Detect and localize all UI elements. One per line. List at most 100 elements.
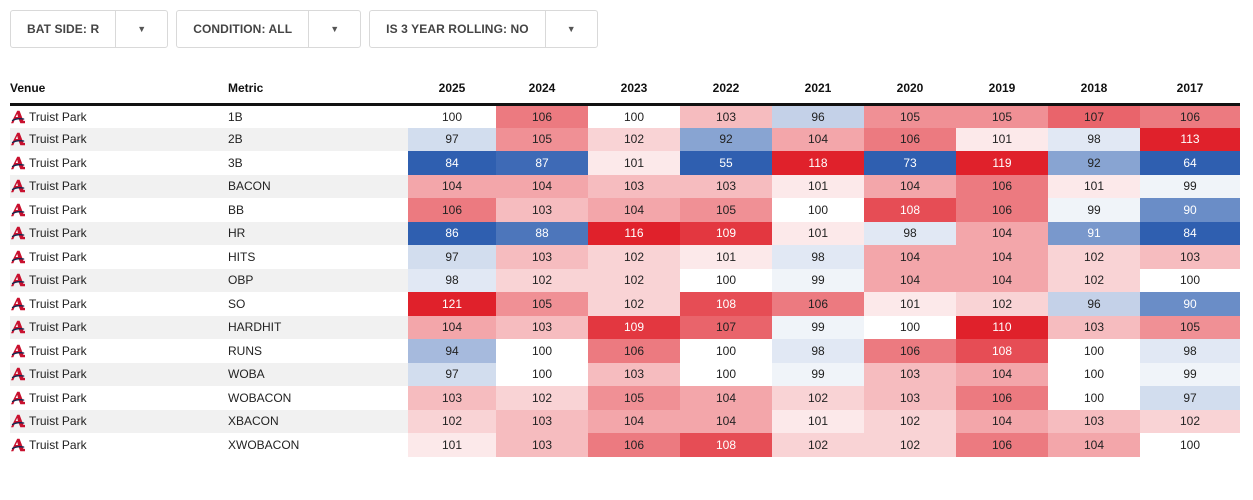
- value-cell: 106: [956, 174, 1048, 198]
- three-year-rolling-dropdown[interactable]: IS 3 YEAR ROLLING: NO ▼: [369, 10, 598, 48]
- column-header-venue[interactable]: Venue: [10, 74, 228, 106]
- value-cell: 98: [864, 221, 956, 245]
- table-row: Truist Park BACON 104 104 103 103 101 104 106 101…: [10, 174, 1240, 198]
- column-header-year[interactable]: 2024: [496, 74, 588, 106]
- value-cell: 100: [772, 198, 864, 222]
- venue-cell: Truist Park: [10, 104, 228, 128]
- value-cell: 121: [408, 292, 496, 316]
- value-cell: 97: [408, 127, 496, 151]
- column-header-year[interactable]: 2022: [680, 74, 772, 106]
- venue-cell: Truist Park: [10, 174, 228, 198]
- chevron-down-icon[interactable]: ▼: [308, 11, 360, 47]
- metric-cell: BACON: [228, 174, 408, 198]
- value-cell: 103: [408, 386, 496, 410]
- column-header-year[interactable]: 2017: [1140, 74, 1240, 106]
- atlanta-braves-logo-icon: [10, 132, 26, 146]
- metric-cell: OBP: [228, 268, 408, 292]
- value-cell: 104: [408, 315, 496, 339]
- column-header-metric[interactable]: Metric: [228, 74, 408, 106]
- value-cell: 98: [772, 245, 864, 269]
- value-cell: 103: [680, 174, 772, 198]
- venue-cell: Truist Park: [10, 127, 228, 151]
- value-cell: 118: [772, 151, 864, 175]
- column-header-year[interactable]: 2025: [408, 74, 496, 106]
- value-cell: 104: [864, 174, 956, 198]
- value-cell: 105: [864, 104, 956, 128]
- value-cell: 103: [496, 409, 588, 433]
- value-cell: 102: [864, 409, 956, 433]
- value-cell: 104: [680, 409, 772, 433]
- atlanta-braves-logo-icon: [10, 273, 26, 287]
- bat-side-dropdown[interactable]: BAT SIDE: R ▼: [10, 10, 169, 48]
- table-row: Truist Park XBACON 102 103 104 104 101 102 104 10…: [10, 409, 1240, 433]
- value-cell: 92: [1048, 151, 1140, 175]
- condition-dropdown[interactable]: CONDITION: ALL ▼: [176, 10, 362, 48]
- column-header-year[interactable]: 2018: [1048, 74, 1140, 106]
- value-cell: 98: [1048, 127, 1140, 151]
- table-row: Truist Park HR 86 88 116 109 101 98 104 91 84: [10, 221, 1240, 245]
- value-cell: 106: [496, 104, 588, 128]
- value-cell: 104: [772, 127, 864, 151]
- value-cell: 100: [1140, 268, 1240, 292]
- value-cell: 107: [1048, 104, 1140, 128]
- chevron-down-icon[interactable]: ▼: [115, 11, 167, 47]
- venue-name: Truist Park: [29, 132, 87, 147]
- value-cell: 104: [496, 174, 588, 198]
- value-cell: 102: [588, 245, 680, 269]
- condition-label: CONDITION: ALL: [193, 22, 293, 36]
- value-cell: 64: [1140, 151, 1240, 175]
- venue-name: Truist Park: [29, 390, 87, 405]
- table-row: Truist Park XWOBACON 101 103 106 108 102 102 106…: [10, 433, 1240, 457]
- value-cell: 108: [864, 198, 956, 222]
- value-cell: 97: [1140, 386, 1240, 410]
- venue-name: Truist Park: [29, 155, 87, 170]
- atlanta-braves-logo-icon: [10, 438, 26, 452]
- column-header-year[interactable]: 2023: [588, 74, 680, 106]
- venue-cell: Truist Park: [10, 198, 228, 222]
- value-cell: 101: [864, 292, 956, 316]
- table-body: Truist Park 1B 100 106 100 103 96 105 105 107 106 T…: [10, 104, 1240, 457]
- atlanta-braves-logo-icon: [10, 250, 26, 264]
- value-cell: 102: [1140, 409, 1240, 433]
- chevron-down-icon[interactable]: ▼: [544, 11, 597, 47]
- metric-cell: 3B: [228, 155, 243, 170]
- venue-cell: Truist Park: [10, 409, 228, 433]
- venue-cell: Truist Park: [10, 221, 228, 245]
- value-cell: 102: [496, 268, 588, 292]
- venue-name: Truist Park: [29, 343, 87, 358]
- value-cell: 109: [588, 315, 680, 339]
- value-cell: 101: [956, 127, 1048, 151]
- value-cell: 102: [588, 127, 680, 151]
- value-cell: 100: [680, 362, 772, 386]
- column-header-year[interactable]: 2021: [772, 74, 864, 106]
- atlanta-braves-logo-icon: [10, 344, 26, 358]
- table-row: Truist Park WOBACON 103 102 105 104 102 103 106 1…: [10, 386, 1240, 410]
- value-cell: 104: [588, 198, 680, 222]
- value-cell: 106: [956, 198, 1048, 222]
- table-row: Truist Park HITS 97 103 102 101 98 104 104 102 103: [10, 245, 1240, 269]
- value-cell: 90: [1140, 198, 1240, 222]
- column-header-year[interactable]: 2020: [864, 74, 956, 106]
- value-cell: 102: [588, 268, 680, 292]
- value-cell: 102: [772, 433, 864, 457]
- value-cell: 103: [496, 245, 588, 269]
- value-cell: 104: [680, 386, 772, 410]
- value-cell: 102: [496, 386, 588, 410]
- venue-cell: Truist Park: [10, 433, 228, 457]
- value-cell: 104: [864, 245, 956, 269]
- value-cell: 106: [588, 433, 680, 457]
- value-cell: 104: [864, 268, 956, 292]
- value-cell: 103: [680, 104, 772, 128]
- value-cell: 101: [772, 221, 864, 245]
- metric-cell: HR: [228, 221, 408, 245]
- metric-cell: WOBA: [228, 362, 408, 386]
- venue-cell: Truist Park: [10, 268, 228, 292]
- table-row: Truist Park SO 121 105 102 108 106 101 102 96 90: [10, 292, 1240, 316]
- column-header-year[interactable]: 2019: [956, 74, 1048, 106]
- value-cell: 103: [588, 174, 680, 198]
- value-cell: 101: [408, 433, 496, 457]
- table-row: Truist Park HARDHIT 104 103 109 107 99 100 110 10…: [10, 315, 1240, 339]
- value-cell: 119: [956, 151, 1048, 175]
- value-cell: 86: [408, 221, 496, 245]
- value-cell: 101: [772, 409, 864, 433]
